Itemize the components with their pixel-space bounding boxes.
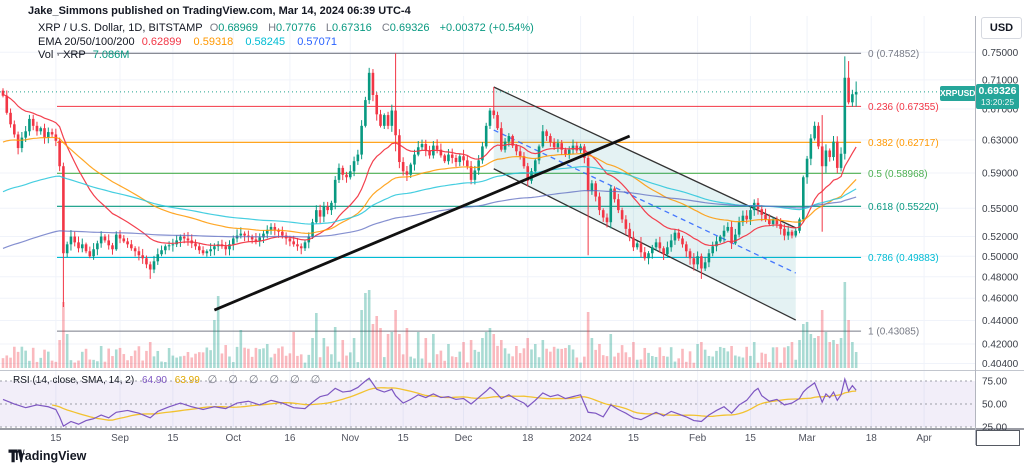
ema100-value: 0.58245: [245, 36, 286, 48]
volume-label: Vol · XRP: [38, 49, 86, 61]
time-tick: Sep: [111, 433, 129, 444]
rsi-band-background: [0, 381, 975, 427]
price-tick: 0.63000: [982, 136, 1019, 147]
time-tick: 18: [522, 433, 534, 444]
open-label: O: [209, 22, 219, 34]
ema20-value: 0.62899: [141, 36, 182, 48]
rsi-legend-row[interactable]: RSI (14, close, SMA, 14, 2) 64.90 63.99 …: [13, 373, 329, 386]
fib-retracement: 0 (0.74852) 0.236 (0.67355) 0.382 (0.62717…: [56, 49, 939, 338]
last-price-value: 0.69326: [978, 85, 1017, 97]
price-tick: 0.48000: [982, 272, 1019, 283]
last-price-label: 0.69326 13:20:25: [976, 84, 1019, 109]
descending-channel[interactable]: [493, 86, 797, 321]
rsi-axis-labels[interactable]: 75.00 50.00 25.00: [982, 377, 1007, 434]
price-tick: 0.75000: [982, 48, 1019, 59]
volume-legend-row[interactable]: Vol · XRP 7.086M: [38, 49, 133, 61]
symbol-legend-row[interactable]: XRP / U.S. Dollar, 1D, BITSTAMP O0.68969…: [38, 22, 538, 34]
low-label: L: [325, 22, 332, 34]
price-tick: 0.46000: [982, 294, 1019, 305]
tradingview-brand-text: TradingView: [13, 449, 87, 463]
fib-label-0.236: 0.236 (0.67355): [868, 102, 939, 113]
open-value: 0.68969: [218, 22, 259, 34]
rsi-tick: 75.00: [982, 377, 1007, 388]
fib-label-0.786: 0.786 (0.49883): [868, 253, 939, 264]
time-tick: 15: [167, 433, 179, 444]
rsi-sma-value: 63.99: [174, 375, 200, 386]
time-tick: Dec: [455, 433, 473, 444]
price-axis-labels[interactable]: 0.75000 0.71000 0.67000 0.63000 0.59000 0.550…: [982, 48, 1019, 370]
close-label: C: [381, 22, 390, 34]
fib-label-0.5: 0.5 (0.58968): [868, 169, 928, 180]
rsi-tick: 50.00: [982, 400, 1007, 411]
price-tick: 0.44000: [982, 316, 1019, 327]
timezone-corner-cell[interactable]: [976, 430, 1020, 446]
tradingview-footer-link[interactable]: TradingView: [8, 449, 86, 463]
rsi-tick: 25.00: [982, 423, 1007, 434]
time-tick: Mar: [798, 433, 816, 444]
time-tick: 15: [745, 433, 757, 444]
time-tick: 2024: [569, 433, 592, 444]
price-tick: 0.40400: [982, 359, 1019, 370]
last-price-time: 13:20:25: [980, 97, 1015, 107]
volume-histogram: [1, 282, 858, 368]
fib-label-0: 0 (0.74852): [868, 49, 919, 60]
price-tick: 0.71000: [982, 75, 1019, 86]
price-tick: 0.67000: [982, 105, 1019, 116]
close-value: 0.69326: [389, 22, 430, 34]
ema200-line: [2, 189, 857, 250]
volume-value: 7.086M: [92, 49, 130, 61]
rsi-hidden-values-icons: ∅ ∅ ∅ ∅ ∅ ∅: [207, 374, 325, 386]
low-value: 0.67316: [332, 22, 372, 34]
ema-legend-row[interactable]: EMA 20/50/100/200 0.62899 0.59318 0.5824…: [38, 36, 346, 48]
symbol-title: XRP / U.S. Dollar, 1D, BITSTAMP: [38, 22, 203, 34]
ascending-support-line[interactable]: [213, 134, 631, 312]
fib-label-0.382: 0.382 (0.62717): [868, 138, 939, 149]
published-line: Jake_Simmons published on TradingView.co…: [28, 5, 411, 17]
time-tick: 15: [50, 433, 62, 444]
ema-label: EMA 20/50/100/200: [38, 36, 135, 48]
rsi-label: RSI (14, close, SMA, 14, 2): [13, 375, 135, 386]
fib-label-1: 1 (0.43085): [868, 327, 919, 338]
price-tick: 0.55000: [982, 204, 1019, 215]
time-tick: Apr: [916, 433, 932, 444]
change-value: +0.00372 (+0.54%): [439, 22, 534, 34]
time-tick: Oct: [225, 433, 241, 444]
time-tick: 16: [284, 433, 296, 444]
symbol-price-tag: XRPUSD: [940, 86, 975, 101]
fib-label-0.618: 0.618 (0.55220): [868, 202, 939, 213]
price-tick: 0.50000: [982, 252, 1019, 263]
high-label: H: [268, 22, 277, 34]
ema50-value: 0.59318: [193, 36, 234, 48]
price-tick: 0.52000: [982, 232, 1019, 243]
rsi-plot: [2, 376, 857, 427]
ema100-line: [2, 165, 857, 225]
currency-toggle[interactable]: USD: [981, 17, 1022, 39]
time-tick: 18: [866, 433, 878, 444]
price-tick: 0.59000: [982, 168, 1019, 179]
time-tick: 15: [628, 433, 640, 444]
price-tick: 0.42000: [982, 339, 1019, 350]
rsi-value: 64.90: [141, 375, 167, 386]
high-value: 0.70776: [276, 22, 316, 34]
horizontal-gridlines: [0, 51, 975, 364]
time-tick: Nov: [341, 433, 359, 444]
ema200-value: 0.57071: [297, 36, 337, 48]
time-tick: Feb: [689, 433, 707, 444]
time-axis-labels[interactable]: 15 Sep 15 Oct 16 Nov 15 Dec 18 2024 15 Feb 15 Mar 18 Ap…: [50, 433, 932, 444]
rsi-line: [2, 376, 857, 427]
time-tick: 15: [398, 433, 410, 444]
ema-lines: [2, 93, 857, 250]
rsi-sma-line: [51, 387, 857, 421]
